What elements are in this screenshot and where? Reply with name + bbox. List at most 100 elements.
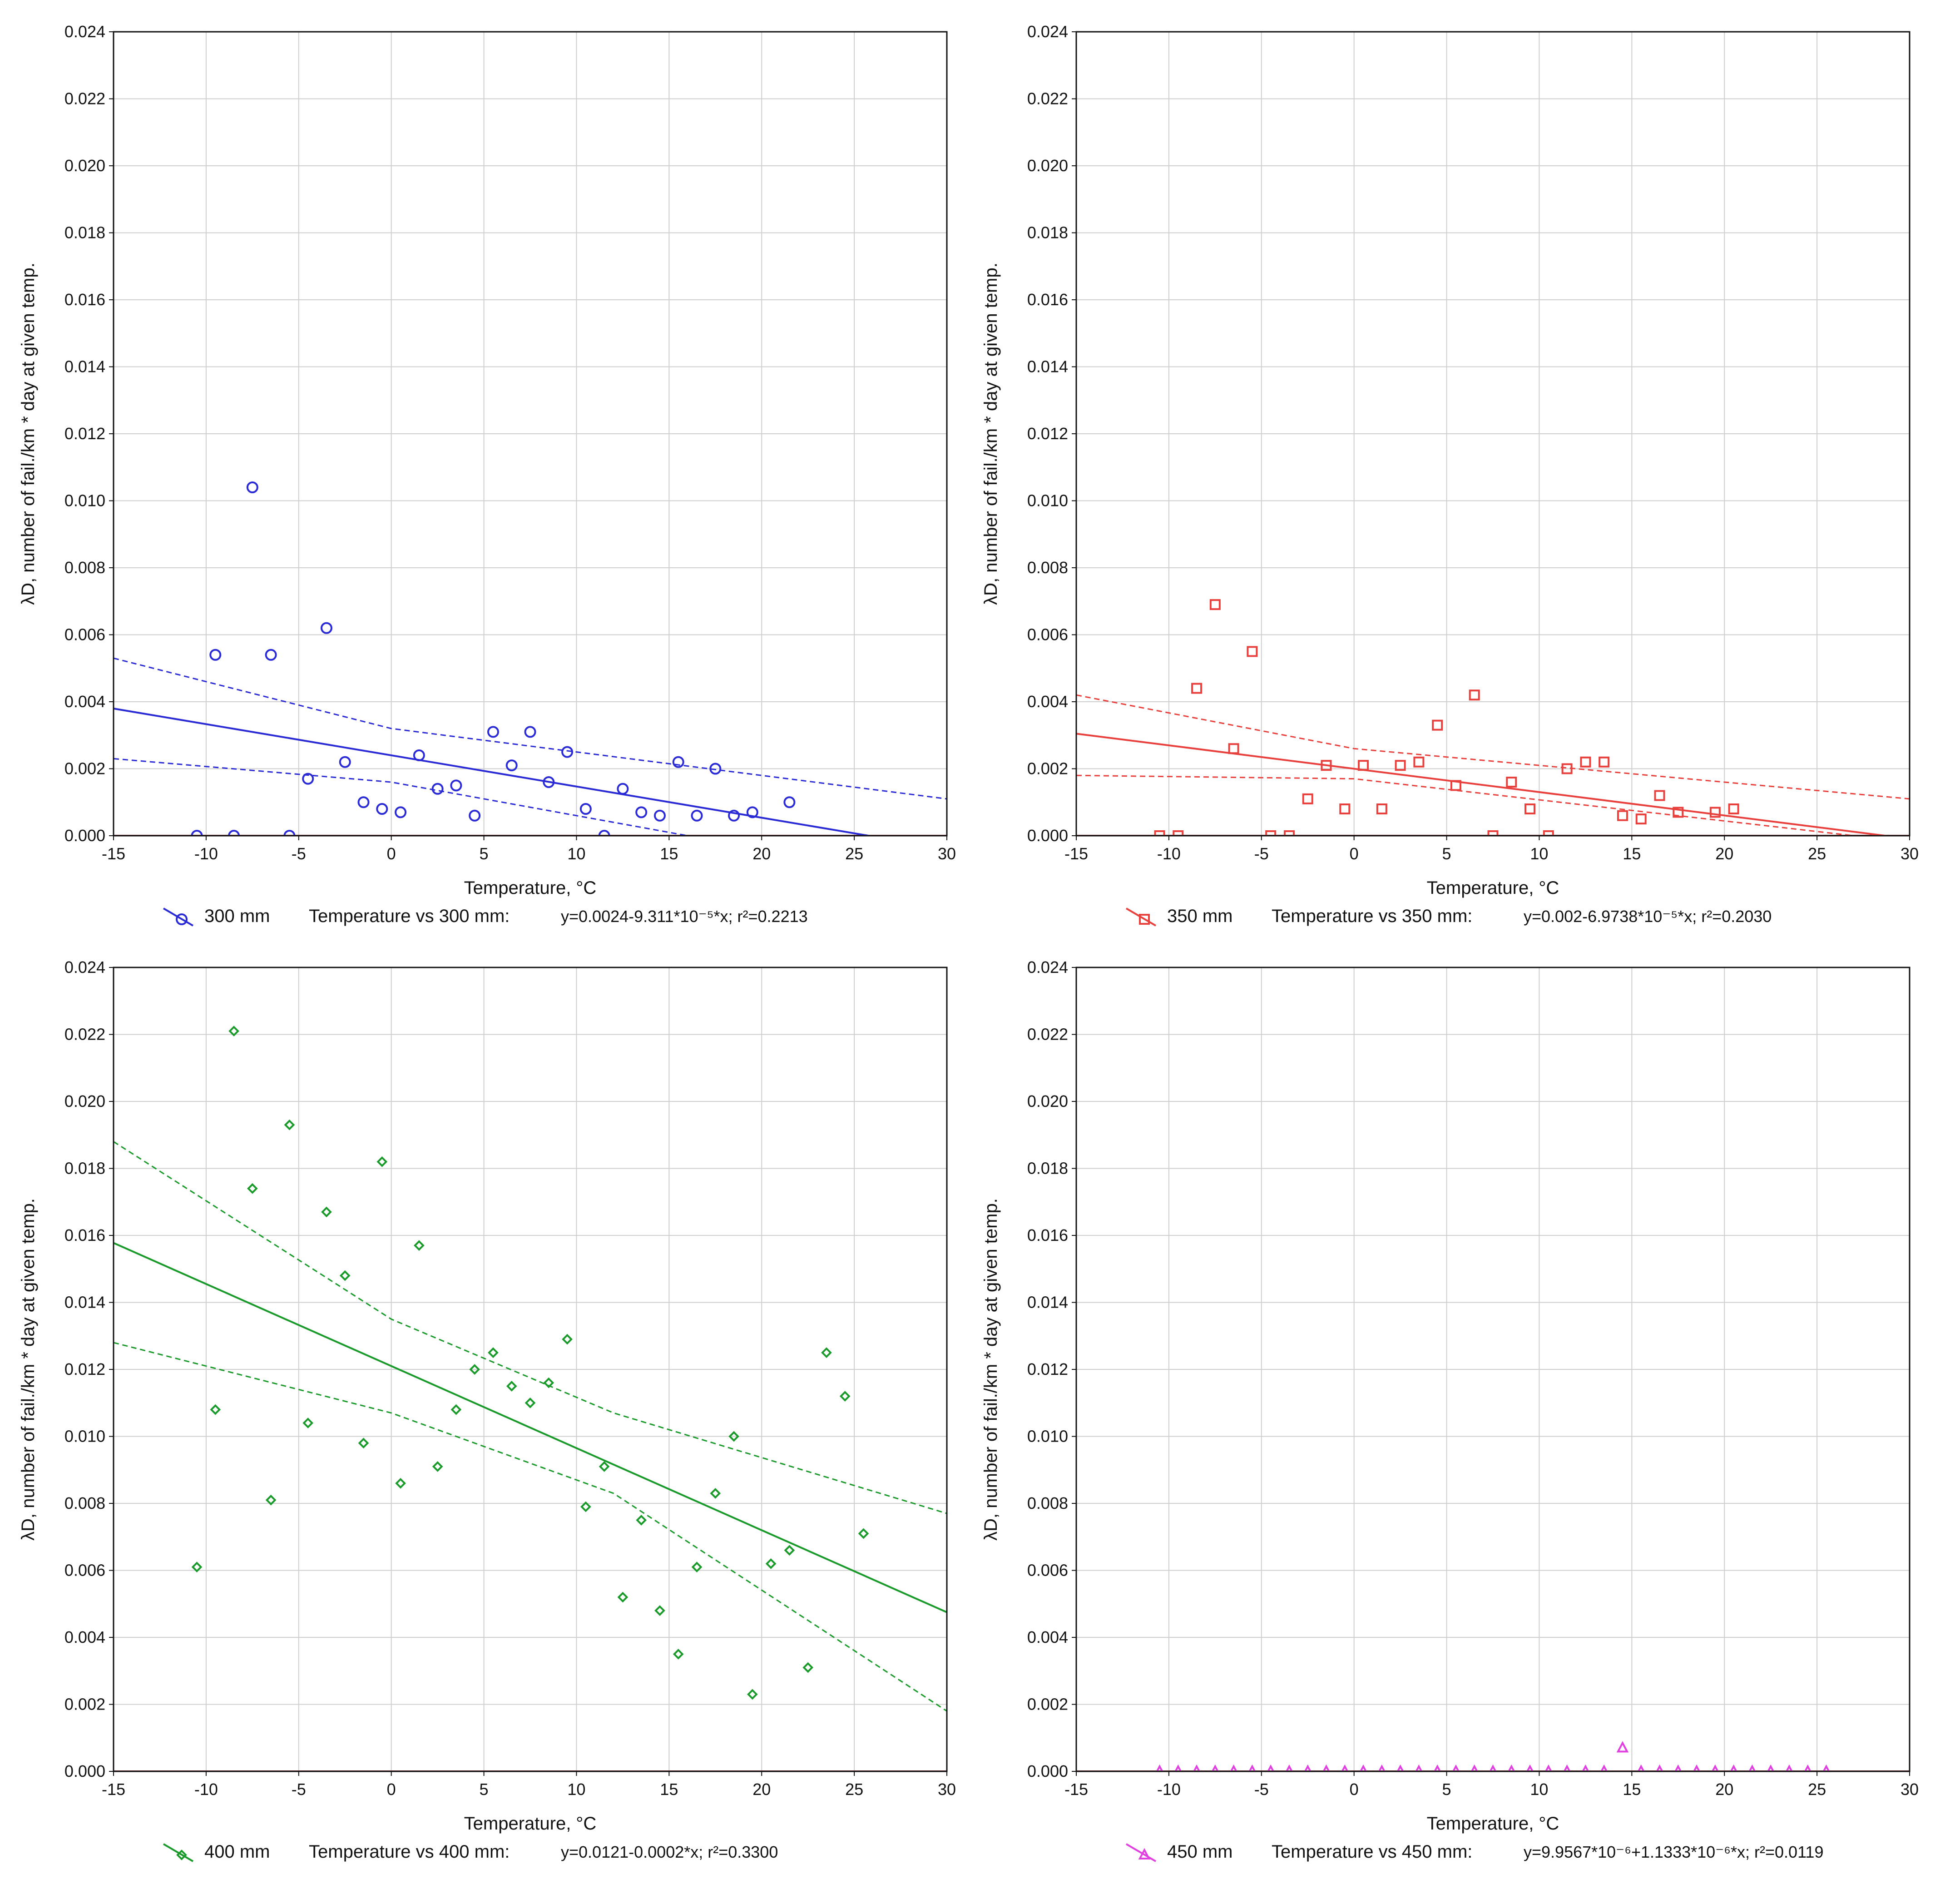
data-point <box>376 803 388 815</box>
data-point <box>320 622 332 634</box>
x-tick-label: 25 <box>845 1780 863 1799</box>
data-point <box>469 1364 480 1375</box>
legend-series-label: 450 mm <box>1167 1842 1233 1862</box>
data-point <box>524 726 536 738</box>
y-tick-label: 0.012 <box>64 424 105 443</box>
data-point <box>1376 803 1387 814</box>
y-tick-label: 0.024 <box>64 958 105 977</box>
y-tick-label: 0.006 <box>64 625 105 644</box>
data-point <box>1173 830 1184 836</box>
data-point <box>579 803 592 815</box>
data-point <box>1228 743 1239 754</box>
y-axis-label: λD, number of fail./km * day at given te… <box>981 263 1001 605</box>
plot-content <box>114 481 947 836</box>
y-tick-label: 0.000 <box>1027 1762 1068 1780</box>
y-tick-label: 0.016 <box>64 1226 105 1244</box>
data-point <box>450 1404 462 1415</box>
data-point <box>1487 830 1499 836</box>
data-point <box>599 1461 610 1472</box>
x-tick-label: 25 <box>845 844 863 863</box>
y-tick-label: 0.022 <box>1027 89 1068 108</box>
x-tick-label: 5 <box>480 1780 489 1799</box>
legend-marker <box>176 1849 187 1860</box>
data-point <box>450 779 462 792</box>
y-tick-label: 0.016 <box>1027 1226 1068 1244</box>
y-tick-label: 0.004 <box>1027 1628 1068 1646</box>
legend-line-swatch <box>163 907 194 927</box>
data-point <box>1616 1741 1629 1753</box>
data-point <box>525 1397 536 1408</box>
legend-fit-label: Temperature vs 450 mm: <box>1272 1842 1472 1862</box>
x-tick-label: -5 <box>1254 844 1269 863</box>
x-tick-label: 15 <box>1623 1780 1641 1799</box>
y-tick-label: 0.018 <box>1027 1159 1068 1178</box>
data-point <box>1209 599 1221 610</box>
y-tick-label: 0.014 <box>1027 357 1068 376</box>
data-point <box>357 796 370 808</box>
data-point <box>414 1240 425 1251</box>
x-tick-label: -15 <box>1064 844 1088 863</box>
data-point <box>784 1545 795 1556</box>
y-tick-label: 0.012 <box>1027 1360 1068 1378</box>
data-point <box>691 809 703 822</box>
x-tick-label: -10 <box>194 1780 218 1799</box>
data-point <box>617 1592 629 1603</box>
legend: 300 mm Temperature vs 300 mm: y=0.0024-9.3… <box>163 906 808 927</box>
y-tick-label: 0.018 <box>1027 223 1068 242</box>
x-axis-label: Temperature, °C <box>464 1814 597 1834</box>
data-point <box>488 1347 499 1358</box>
x-tick-label: 20 <box>752 1780 771 1799</box>
data-point <box>395 1478 406 1489</box>
data-point <box>1599 756 1610 768</box>
x-tick-label: 5 <box>480 844 489 863</box>
confidence-band-lower <box>114 758 688 836</box>
legend-marker <box>176 913 188 925</box>
data-point <box>1339 803 1351 814</box>
y-tick-label: 0.000 <box>64 826 105 845</box>
x-tick-label: -10 <box>194 844 218 863</box>
y-tick-label: 0.002 <box>64 1695 105 1714</box>
y-tick-label: 0.022 <box>1027 1025 1068 1044</box>
x-tick-label: -10 <box>1157 844 1181 863</box>
y-tick-label: 0.000 <box>64 1762 105 1780</box>
y-tick-label: 0.002 <box>1027 759 1068 778</box>
data-point <box>653 809 666 822</box>
data-point <box>191 1562 203 1572</box>
data-point <box>1673 807 1684 818</box>
data-point <box>1247 646 1258 657</box>
data-point <box>1561 763 1573 774</box>
y-tick-label: 0.002 <box>64 759 105 778</box>
legend-fit-label: Temperature vs 400 mm: <box>309 1842 510 1862</box>
data-point <box>1450 780 1461 791</box>
data-point <box>562 1334 573 1345</box>
y-tick-label: 0.016 <box>64 290 105 309</box>
x-axis-label: Temperature, °C <box>1427 1814 1559 1834</box>
data-point <box>1543 830 1554 836</box>
data-point <box>1469 689 1480 701</box>
data-point <box>1413 756 1425 768</box>
y-tick-label: 0.006 <box>64 1561 105 1580</box>
data-point <box>302 773 314 785</box>
legend-marker <box>1138 1848 1151 1859</box>
x-tick-label: 10 <box>567 844 585 863</box>
legend-fit-label: Temperature vs 350 mm: <box>1272 906 1472 926</box>
x-tick-label: 15 <box>660 844 678 863</box>
plot-frame <box>113 31 948 837</box>
data-point <box>1358 760 1369 771</box>
x-axis-label: Temperature, °C <box>1427 878 1559 898</box>
data-point <box>339 756 351 768</box>
y-tick-label: 0.010 <box>64 491 105 510</box>
plot-content <box>1076 599 1910 836</box>
data-point <box>654 1605 665 1616</box>
data-point <box>395 806 407 818</box>
chart-panel-450mm: -15 -10 -5 0 5 10 15 20 25 30 0.000 0.002 0.004 0.006… <box>981 958 1919 1862</box>
data-point <box>1395 760 1406 771</box>
data-point <box>506 1381 517 1392</box>
data-point <box>1432 719 1443 731</box>
x-tick-label: 5 <box>1442 1780 1451 1799</box>
legend: 450 mm Temperature vs 450 mm: y=9.9567*10⁻… <box>1125 1842 1823 1862</box>
plot-content <box>114 1026 947 1771</box>
legend-series-label: 350 mm <box>1167 906 1233 926</box>
plot-frame <box>1075 31 1911 837</box>
confidence-band-upper <box>114 1141 947 1514</box>
